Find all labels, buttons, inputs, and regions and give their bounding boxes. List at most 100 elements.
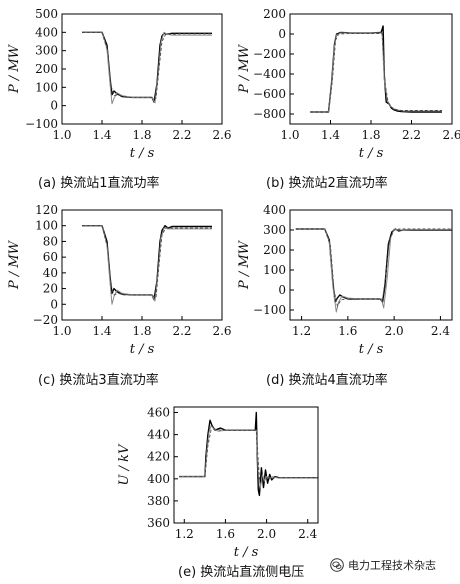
x-tick-label: 1.8 — [132, 324, 151, 338]
y-tick-label: 300 — [35, 44, 58, 58]
x-axis-title: t / s — [130, 342, 155, 357]
y-axis-title: P / MW — [237, 43, 252, 94]
y-tick-label: −400 — [253, 67, 286, 81]
x-axis-title: t / s — [359, 146, 384, 161]
x-axis-title: t / s — [359, 342, 384, 357]
x-tick-label: 1.0 — [52, 324, 71, 338]
y-tick-label: 500 — [35, 7, 58, 21]
series-line-3 — [295, 228, 452, 307]
plot-frame — [61, 13, 223, 125]
x-tick-label: 2.2 — [172, 128, 191, 142]
y-tick-label: 200 — [35, 62, 58, 76]
y-tick-label: 20 — [43, 282, 58, 296]
x-tick-label: 2.4 — [431, 324, 450, 338]
plot-frame — [173, 406, 319, 524]
y-tick-label: 80 — [43, 234, 58, 248]
y-tick-label: 60 — [43, 250, 58, 264]
x-tick-label: 1.4 — [92, 324, 111, 338]
series-line-1 — [295, 228, 452, 303]
y-tick-label: 460 — [147, 406, 170, 420]
chart-b: 1.0 1.4 1.8 2.2 2.6 200 0 −200 −400 −600 −800 t / s… — [237, 7, 460, 161]
x-tick-label: 1.0 — [52, 128, 71, 142]
series-line-1 — [179, 411, 318, 497]
series-line-3 — [82, 31, 212, 99]
y-tick-label: −800 — [253, 107, 286, 121]
x-tick-label: 2.6 — [212, 324, 231, 338]
x-axis-title: t / s — [130, 146, 155, 161]
y-tick-label: 120 — [35, 203, 58, 217]
y-tick-label: 380 — [147, 494, 170, 508]
series-line-1 — [82, 225, 212, 301]
x-tick-label: 2.0 — [385, 324, 404, 338]
x-tick-label: 2.2 — [172, 324, 191, 338]
x-tick-label: 2.6 — [212, 128, 231, 142]
y-tick-label: 200 — [263, 7, 286, 21]
y-tick-label: 400 — [35, 25, 58, 39]
x-tick-label: 1.0 — [280, 128, 299, 142]
caption-d: (d) 换流站4直流功率 — [266, 373, 388, 388]
plot-frame — [289, 13, 453, 125]
y-axis-title: U / kV — [117, 443, 132, 485]
panel-b: 1.0 1.4 1.8 2.2 2.6 200 0 −200 −400 −600 −800 t / s… — [230, 0, 460, 195]
x-tick-label: 1.8 — [132, 128, 151, 142]
series-line-3 — [179, 428, 318, 483]
y-tick-label: −200 — [253, 47, 286, 61]
x-tick-label: 2.2 — [402, 128, 421, 142]
y-tick-label: −600 — [253, 87, 286, 101]
y-axis-title: P / MW — [7, 239, 22, 290]
x-axis-title: t / s — [234, 545, 259, 560]
caption-e: (e) 换流站直流侧电压 — [178, 565, 305, 580]
plot-frame — [289, 209, 453, 321]
y-tick-label: 0 — [50, 99, 58, 113]
caption-c: (c) 换流站3直流功率 — [38, 373, 159, 388]
y-tick-label: −100 — [253, 303, 286, 317]
panel-e: 1.2 1.6 2.0 2.4 460 440 420 400 380 360 t / s U / k… — [110, 393, 350, 583]
x-tick-label: 1.4 — [321, 128, 340, 142]
watermark-text: 电力工程技术杂志 — [348, 559, 436, 572]
caption-a: (a) 换流站1直流功率 — [38, 176, 160, 191]
series-line-2 — [82, 225, 212, 305]
y-tick-label: 0 — [278, 283, 286, 297]
x-tick-label: 1.8 — [361, 128, 380, 142]
chart-a: 1.0 1.4 1.8 2.2 2.6 500 400 300 200 100 0 −100 t / s… — [7, 7, 232, 161]
y-tick-label: 100 — [35, 219, 58, 233]
series-line-3 — [310, 33, 442, 113]
wechat-icon — [330, 558, 344, 572]
series-line-1 — [82, 31, 212, 103]
y-tick-label: 100 — [263, 263, 286, 277]
series-line-2 — [82, 31, 212, 105]
y-tick-label: 400 — [263, 203, 286, 217]
panel-d: 1.2 1.6 2.0 2.4 400 300 200 100 0 −100 t / s P / MW… — [230, 196, 460, 391]
series-line-3 — [82, 225, 212, 299]
chart-d: 1.2 1.6 2.0 2.4 400 300 200 100 0 −100 t / s P / MW — [237, 203, 453, 357]
x-tick-label: 2.4 — [298, 527, 317, 541]
series-line-2 — [179, 425, 318, 489]
y-tick-label: 420 — [147, 450, 170, 464]
y-tick-label: 100 — [35, 80, 58, 94]
x-tick-label: 1.4 — [92, 128, 111, 142]
watermark: 电力工程技术杂志 — [330, 557, 436, 573]
x-tick-label: 1.2 — [292, 324, 311, 338]
y-tick-label: 440 — [147, 428, 170, 442]
y-axis-title: P / MW — [237, 239, 252, 290]
series-line-2 — [295, 228, 452, 313]
y-tick-label: −100 — [25, 117, 58, 131]
chart-e: 1.2 1.6 2.0 2.4 460 440 420 400 380 360 t / s U / k… — [117, 406, 319, 560]
y-tick-label: 40 — [43, 266, 58, 280]
y-tick-label: 400 — [147, 472, 170, 486]
x-tick-label: 1.6 — [338, 324, 357, 338]
caption-b: (b) 换流站2直流功率 — [266, 176, 388, 191]
x-tick-label: 2.0 — [257, 527, 276, 541]
x-tick-label: 1.2 — [175, 527, 194, 541]
y-tick-label: −20 — [33, 313, 58, 327]
x-tick-label: 1.6 — [216, 527, 235, 541]
y-axis-title: P / MW — [7, 43, 22, 94]
panel-a: 1.0 1.4 1.8 2.2 2.6 500 400 300 200 100 0 −100 t / s… — [0, 0, 232, 195]
y-tick-label: 360 — [147, 516, 170, 530]
x-tick-label: 2.6 — [442, 128, 460, 142]
series-line-2 — [310, 32, 442, 113]
panel-c: 1.0 1.4 1.8 2.2 2.6 120 100 80 60 40 20 0 −20 t / s P … — [0, 196, 232, 391]
y-tick-label: 200 — [263, 243, 286, 257]
y-tick-label: 0 — [278, 27, 286, 41]
